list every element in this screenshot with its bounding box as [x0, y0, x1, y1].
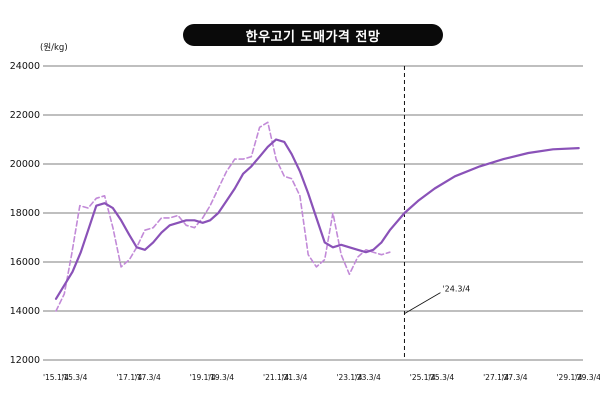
- chart-title: 한우고기 도매가격 전망: [183, 24, 443, 46]
- y-tick-label: 20000: [10, 159, 40, 170]
- series-lines: [54, 121, 580, 312]
- x-tick-label: '27.3/4: [501, 373, 527, 382]
- y-tick-labels: 24000 22000 20000 18000 16000 14000 12000: [10, 61, 40, 366]
- annotation: '24.3/4: [404, 285, 470, 314]
- x-tick-label: '19.3/4: [208, 373, 234, 382]
- y-tick-label: 22000: [10, 110, 40, 121]
- x-tick-label: '15.3/4: [61, 373, 87, 382]
- x-tick-label: '25.3/4: [428, 373, 454, 382]
- x-tick-label: '17.3/4: [135, 373, 161, 382]
- x-tick-label: '15.1/4: [43, 373, 69, 382]
- annotation-label: '24.3/4: [442, 285, 470, 294]
- x-tick-label: '27.1/4: [483, 373, 509, 382]
- y-unit-label: (원/kg): [40, 43, 68, 53]
- x-tick-label: '23.3/4: [355, 373, 381, 382]
- x-tick-label: '17.1/4: [116, 373, 142, 382]
- x-tick-label: '29.3/4: [575, 373, 600, 382]
- y-tick-label: 12000: [10, 355, 40, 366]
- annotation-leader: [404, 292, 441, 314]
- y-tick-label: 14000: [10, 306, 40, 317]
- series-line-dashed: [55, 121, 391, 312]
- x-tick-labels: '15.1/4'15.3/4 '17.1/4'17.3/4 '19.1/4'19.3…: [43, 373, 600, 382]
- x-tick-label: '25.1/4: [410, 373, 436, 382]
- x-tick-label: '29.1/4: [556, 373, 582, 382]
- y-tick-label: 16000: [10, 257, 40, 268]
- y-tick-label: 18000: [10, 208, 40, 219]
- x-tick-label: '21.3/4: [281, 373, 307, 382]
- y-tick-label: 24000: [10, 61, 40, 72]
- x-tick-label: '23.1/4: [336, 373, 362, 382]
- series-line-solid: [54, 138, 580, 300]
- x-tick-label: '21.1/4: [263, 373, 289, 382]
- x-tick-label: '19.1/4: [190, 373, 216, 382]
- gridlines: [43, 65, 583, 361]
